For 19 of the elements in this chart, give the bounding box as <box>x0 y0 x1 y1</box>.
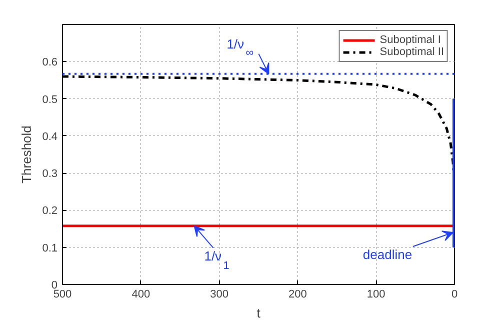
x-tick-label: 200 <box>288 288 307 300</box>
y-tick-label: 0.5 <box>42 94 58 106</box>
y-tick-label: 0.2 <box>42 205 58 218</box>
annotation: 1/ν∞ <box>226 36 254 59</box>
x-tick-label: 300 <box>210 288 228 300</box>
x-tick-label: 400 <box>132 288 150 300</box>
legend-label: Suboptimal I <box>380 34 441 46</box>
annotation: 1/ν1 <box>204 248 230 272</box>
x-tick-label: 0 <box>451 288 458 300</box>
x-axis-title: t <box>256 306 261 320</box>
y-tick-label: 0.4 <box>42 130 58 143</box>
annotation: deadline <box>362 247 412 262</box>
x-tick-label: 500 <box>53 288 72 300</box>
y-tick-label: 0.1 <box>42 242 58 254</box>
y-axis-title: Threshold <box>19 126 34 184</box>
y-tick-label: 0.3 <box>42 168 58 180</box>
legend-label: Suboptimal II <box>380 46 444 58</box>
y-tick-label: 0.6 <box>42 56 58 69</box>
x-tick-label: 100 <box>366 288 386 300</box>
